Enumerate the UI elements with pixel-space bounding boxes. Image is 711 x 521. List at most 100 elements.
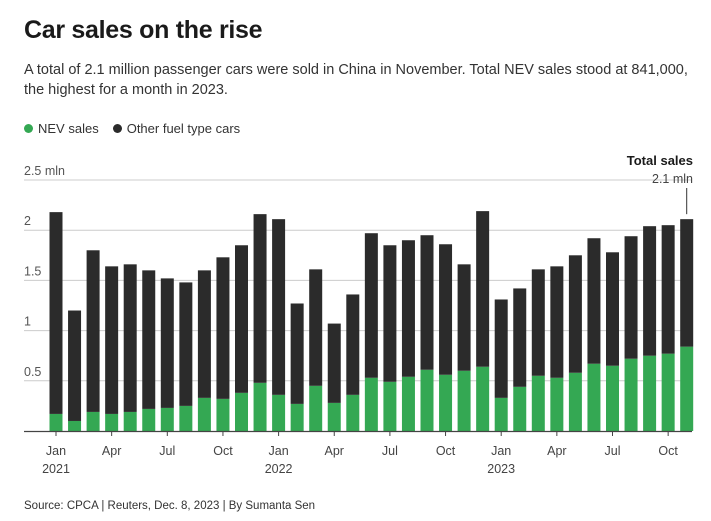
bar-nev <box>439 374 453 431</box>
bar-other <box>680 219 694 347</box>
bar-nev <box>290 403 304 431</box>
chart-subtitle: A total of 2.1 million passenger cars we… <box>24 62 688 98</box>
bar-nev <box>513 386 527 431</box>
bar-nev <box>86 411 100 431</box>
bar-other <box>364 233 378 378</box>
bar-nev <box>550 377 564 431</box>
bar-other <box>123 264 137 412</box>
x-year-label: 2021 <box>42 462 70 476</box>
bar-other <box>624 236 638 359</box>
bar-other <box>476 211 490 367</box>
x-tick-label: Oct <box>213 444 233 458</box>
bar-other <box>494 299 508 398</box>
x-tick-label: Jul <box>605 444 621 458</box>
legend-item-other: Other fuel type cars <box>112 121 241 136</box>
bar-nev <box>587 363 601 431</box>
x-tick-label: Jul <box>382 444 398 458</box>
y-tick-label: 1.5 <box>24 264 41 278</box>
bar-other <box>661 225 675 354</box>
annotation-title: Total sales <box>627 153 693 168</box>
bar-other <box>643 226 657 356</box>
bar-nev <box>235 392 248 431</box>
bar-nev <box>643 355 657 431</box>
x-tick-label: Oct <box>658 444 678 458</box>
bar-other <box>216 257 230 399</box>
x-tick-label: Jan <box>269 444 289 458</box>
bar-other <box>550 266 564 378</box>
x-tick-label: Apr <box>102 444 121 458</box>
x-tick-label: Jan <box>491 444 511 458</box>
bar-nev <box>661 353 675 431</box>
bar-nev <box>457 370 471 431</box>
bar-other <box>439 244 453 375</box>
annotation-value: 2.1 mln <box>652 172 693 186</box>
bar-other <box>606 252 619 366</box>
bar-nev <box>476 366 490 431</box>
bar-other <box>235 245 248 393</box>
bar-nev <box>49 413 63 431</box>
bar-other <box>587 238 601 364</box>
legend-label-other: Other fuel type cars <box>126 121 241 136</box>
bar-other <box>68 310 82 421</box>
bar-nev <box>179 405 193 431</box>
bar-other <box>401 240 415 377</box>
bar-other <box>253 214 267 383</box>
x-tick-label: Apr <box>325 444 344 458</box>
bar-nev <box>531 375 545 431</box>
x-tick-label: Apr <box>547 444 566 458</box>
bar-nev <box>105 413 119 431</box>
bar-other <box>327 323 341 403</box>
bar-nev <box>606 365 619 431</box>
bar-nev <box>272 394 286 431</box>
bar-nev <box>160 407 174 431</box>
bar-other <box>86 250 100 412</box>
nev-swatch-icon <box>24 124 33 133</box>
bar-nev <box>401 376 415 431</box>
bar-other <box>420 235 434 370</box>
bar-nev <box>420 369 434 431</box>
y-tick-label: 0.5 <box>24 365 41 379</box>
bar-other <box>383 245 397 382</box>
bar-nev <box>68 420 82 431</box>
bar-nev <box>142 408 156 431</box>
bar-other <box>513 288 527 387</box>
bar-nev <box>568 372 582 431</box>
bar-nev <box>383 381 397 431</box>
bar-other <box>309 269 323 386</box>
bar-nev <box>364 377 378 431</box>
bar-nev <box>346 394 360 431</box>
bar-nev <box>216 398 230 431</box>
bar-nev <box>123 411 137 431</box>
bar-nev <box>680 346 694 431</box>
bar-nev <box>309 385 323 431</box>
bar-other <box>531 269 545 376</box>
stacked-bar-chart: 0.5 1 1.5 2 2.5 mln Jan 2021 Apr Jul Oct Jan 2022 Ap… <box>24 153 694 476</box>
bar-nev <box>253 382 267 431</box>
x-tick-label: Oct <box>436 444 456 458</box>
bar-nev <box>494 397 508 431</box>
legend-item-nev: NEV sales <box>24 121 99 136</box>
other-swatch-icon <box>112 124 122 133</box>
y-tick-label: 2.5 mln <box>24 164 65 178</box>
bar-other <box>346 294 360 395</box>
x-tick-label: Jan <box>46 444 66 458</box>
x-year-label: 2022 <box>265 462 293 476</box>
y-tick-label: 1 <box>24 315 31 329</box>
bar-other <box>179 282 193 406</box>
y-tick-label: 2 <box>24 214 31 228</box>
bar-nev <box>327 402 341 431</box>
x-year-label: 2023 <box>487 462 515 476</box>
bar-other <box>105 266 119 414</box>
bar-other <box>197 270 211 398</box>
bar-other <box>457 264 471 371</box>
bar-nev <box>197 397 211 431</box>
bar-other <box>272 219 286 395</box>
bar-other <box>290 303 304 404</box>
bar-other <box>160 278 174 408</box>
bar-other <box>49 212 63 414</box>
bar-other <box>142 270 156 409</box>
chart-title: Car sales on the rise <box>24 16 263 44</box>
legend: NEV sales Other fuel type cars <box>24 121 240 136</box>
bar-other <box>568 255 582 373</box>
bar-nev <box>624 358 638 431</box>
